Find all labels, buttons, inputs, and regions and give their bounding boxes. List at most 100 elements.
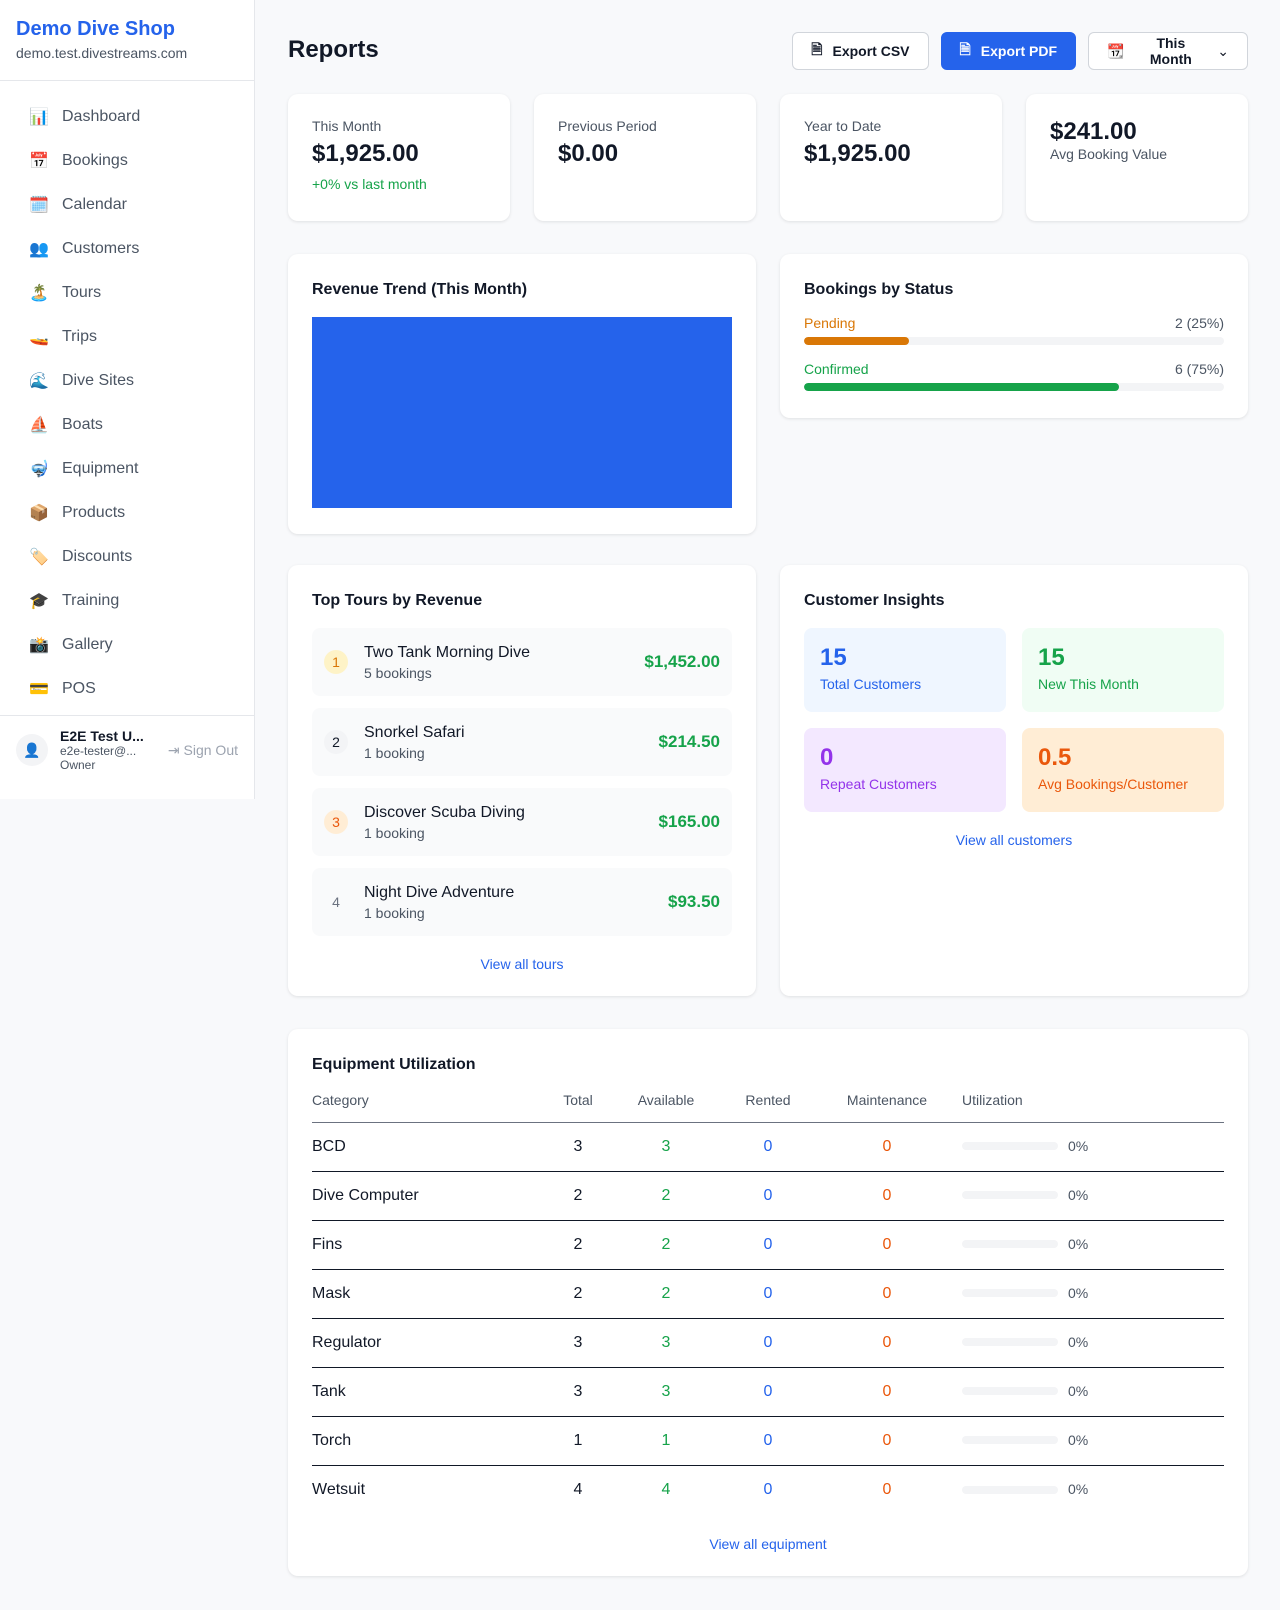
sidebar-item-trips[interactable]: 🚤 Trips xyxy=(0,315,254,359)
sidebar-item-label: Trips xyxy=(62,328,97,345)
period-select[interactable]: 📆 This Month ⌄ xyxy=(1088,32,1248,70)
sidebar-item-label: Calendar xyxy=(62,196,127,213)
card-title: Bookings by Status xyxy=(804,281,954,298)
user-panel: 👤 E2E Test U... e2e-tester@... Owner ⇥ S… xyxy=(0,715,254,784)
sidebar-item-label: Training xyxy=(62,592,120,609)
table-cell: Wetsuit xyxy=(312,1480,366,1498)
table-cell: 1 xyxy=(608,1416,724,1466)
tour-revenue: $1,452.00 xyxy=(644,652,720,671)
table-cell: 3 xyxy=(548,1122,608,1172)
column-header: Category xyxy=(312,1078,548,1123)
tour-rank: 2 xyxy=(324,730,348,754)
sidebar-item-boats[interactable]: ⛵ Boats xyxy=(0,403,254,447)
table-cell: 3 xyxy=(608,1318,724,1368)
customer-insights-card: Customer Insights 15 Total Customers 15 New… xyxy=(780,565,1248,996)
stat-this-month: This Month $1,925.00 +0% vs last month xyxy=(288,94,510,221)
table-cell: 0 xyxy=(724,1220,812,1270)
utilization-percent: 0% xyxy=(1068,1333,1089,1350)
stat-value: $241.00 xyxy=(1050,118,1137,145)
sidebar-item-tours[interactable]: 🏝️ Tours xyxy=(0,271,254,315)
table-cell: 0 xyxy=(724,1122,812,1172)
table-cell: 0% xyxy=(962,1318,1224,1368)
table-cell: 3 xyxy=(548,1318,608,1368)
view-all-customers-link[interactable]: View all customers xyxy=(955,832,1073,848)
table-cell: 2 xyxy=(608,1171,724,1221)
table-cell: 0 xyxy=(724,1318,812,1368)
tour-item[interactable]: 2 Snorkel Safari 1 booking $214.50 xyxy=(312,708,732,776)
stat-value: $1,925.00 xyxy=(804,140,911,167)
file-download-icon: 🗎 xyxy=(959,41,971,57)
bookings-icon: 📅 xyxy=(29,153,49,170)
insight-value: 15 xyxy=(820,644,847,671)
utilization-bar xyxy=(962,1240,1058,1249)
sidebar-item-label: Discounts xyxy=(62,548,133,565)
table-row: Mask 2 2 0 0 0% xyxy=(312,1269,1224,1319)
tour-rank: 3 xyxy=(324,810,348,834)
tour-name: Snorkel Safari xyxy=(364,723,465,741)
sidebar-item-training[interactable]: 🎓 Training xyxy=(0,579,254,623)
table-cell: 0 xyxy=(812,1122,962,1172)
utilization-percent: 0% xyxy=(1068,1480,1089,1497)
tour-item[interactable]: 4 Night Dive Adventure 1 booking $93.50 xyxy=(312,868,732,936)
user-avatar-icon: 👤 xyxy=(16,734,48,766)
bookings-status-card: Bookings by Status Pending 2 (25%) Confirm… xyxy=(780,254,1248,418)
view-all-equipment-link[interactable]: View all equipment xyxy=(709,1536,827,1552)
table-row: BCD 3 3 0 0 0% xyxy=(312,1122,1224,1172)
table-cell: Fins xyxy=(312,1220,548,1270)
sidebar-item-discounts[interactable]: 🏷️ Discounts xyxy=(0,535,254,579)
sidebar-item-label: Products xyxy=(62,504,126,521)
insight-label: Total Customers xyxy=(820,676,922,692)
table-cell: 0 xyxy=(882,1480,892,1498)
utilization-bar xyxy=(962,1485,1058,1494)
table-row: Dive Computer 2 2 0 0 0% xyxy=(312,1171,1224,1221)
insight-tile: 0.5 Avg Bookings/Customer xyxy=(1022,728,1224,812)
sidebar-item-bookings[interactable]: 📅 Bookings xyxy=(0,139,254,183)
table-cell: 0% xyxy=(962,1220,1224,1270)
export-pdf-button[interactable]: 🗎 Export PDF xyxy=(940,32,1076,70)
table-cell: 0% xyxy=(962,1122,1224,1172)
sidebar-item-dashboard[interactable]: 📊 Dashboard xyxy=(0,95,254,139)
sidebar-item-calendar[interactable]: 🗓️ Calendar xyxy=(0,183,254,227)
tour-rank: 1 xyxy=(324,650,348,674)
table-cell: Torch xyxy=(312,1416,548,1466)
table-cell: 4 xyxy=(573,1480,583,1498)
equipment-icon: 🤿 xyxy=(29,461,49,478)
utilization-bar xyxy=(962,1387,1058,1396)
sidebar-item-label: Gallery xyxy=(62,636,113,653)
utilization-percent: 0% xyxy=(1068,1186,1089,1203)
insight-value: 0 xyxy=(820,744,834,771)
table-cell: 0% xyxy=(962,1269,1224,1319)
tour-item[interactable]: 1 Two Tank Morning Dive 5 bookings $1,452.0… xyxy=(312,628,732,696)
brand-name[interactable]: Demo Dive Shop xyxy=(16,18,175,40)
table-cell: 0 xyxy=(812,1367,962,1417)
dashboard-icon: 📊 xyxy=(29,109,49,126)
boats-icon: ⛵ xyxy=(29,417,49,434)
card-title: Top Tours by Revenue xyxy=(312,592,483,609)
products-icon: 📦 xyxy=(29,505,49,522)
status-label: Pending xyxy=(804,315,856,331)
tour-bookings: 1 booking xyxy=(364,904,425,921)
column-header: Total xyxy=(548,1078,608,1123)
sidebar-item-dive-sites[interactable]: 🌊 Dive Sites xyxy=(0,359,254,403)
column-header: Utilization xyxy=(962,1078,1224,1123)
sidebar-item-gallery[interactable]: 📸 Gallery xyxy=(0,623,254,667)
table-cell: Tank xyxy=(312,1367,548,1417)
table-cell: 0 xyxy=(812,1318,962,1368)
card-title: Equipment Utilization xyxy=(312,1056,476,1073)
table-cell: 0 xyxy=(812,1171,962,1221)
insight-tile: 15 Total Customers xyxy=(804,628,1006,712)
export-csv-button[interactable]: 🗎 Export CSV xyxy=(792,32,929,70)
view-all-tours-link[interactable]: View all tours xyxy=(480,956,564,972)
sidebar: Demo Dive Shop demo.test.divestreams.com… xyxy=(0,0,255,799)
status-row: Pending 2 (25%) xyxy=(804,315,1224,331)
table-cell: 0 xyxy=(763,1480,773,1498)
sidebar-item-customers[interactable]: 👥 Customers xyxy=(0,227,254,271)
sidebar-item-equipment[interactable]: 🤿 Equipment xyxy=(0,447,254,491)
status-label: Confirmed xyxy=(804,361,869,377)
sign-out-button[interactable]: ⇥ Sign Out xyxy=(168,742,238,759)
sidebar-item-pos[interactable]: 💳 POS xyxy=(0,667,254,711)
sidebar-item-products[interactable]: 📦 Products xyxy=(0,491,254,535)
sidebar-item-label: Boats xyxy=(62,416,103,433)
brand: Demo Dive Shop demo.test.divestreams.com xyxy=(0,0,254,81)
tour-item[interactable]: 3 Discover Scuba Diving 1 booking $165.00 xyxy=(312,788,732,856)
